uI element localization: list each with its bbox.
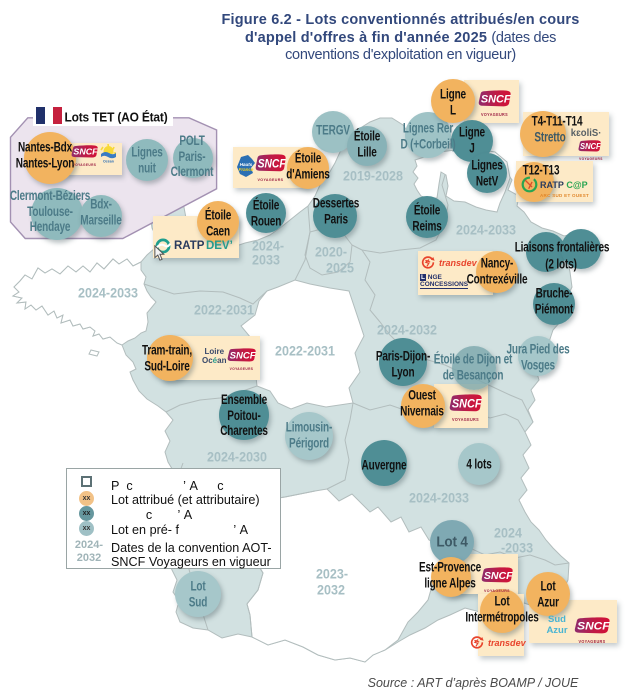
svg-text:SNCF: SNCF	[484, 570, 513, 582]
svg-text:SNCF: SNCF	[481, 93, 511, 105]
svg-text:SNCF: SNCF	[230, 350, 256, 361]
svg-text:SNCF: SNCF	[452, 398, 482, 411]
svg-text:Hauts: Hauts	[240, 162, 253, 167]
svg-text:SNCF: SNCF	[73, 147, 98, 157]
svg-text:France: France	[239, 167, 254, 172]
svg-text:SNCF: SNCF	[580, 142, 601, 151]
svg-text:SNCF: SNCF	[577, 621, 610, 633]
svg-text:SNCF: SNCF	[258, 158, 286, 171]
svg-text:Océan: Océan	[103, 160, 114, 164]
